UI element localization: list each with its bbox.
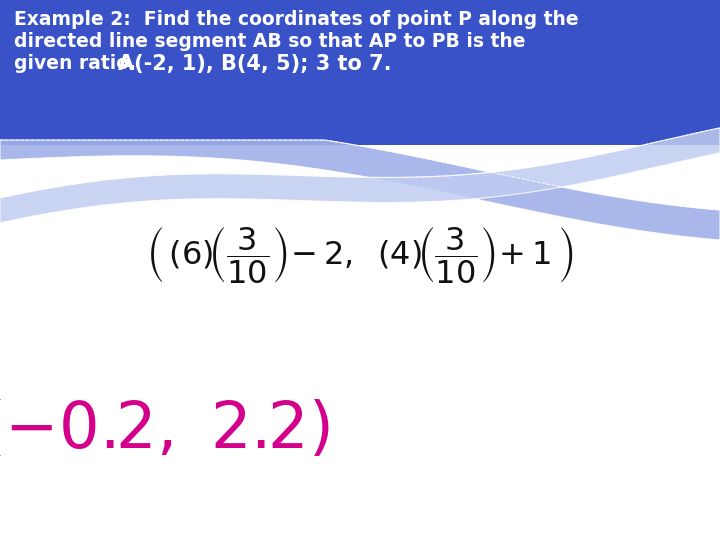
Polygon shape bbox=[0, 128, 720, 223]
Text: $(-0.2,\ 2.2)$: $(-0.2,\ 2.2)$ bbox=[0, 399, 330, 461]
Text: A(-2, 1), B(4, 5); 3 to 7.: A(-2, 1), B(4, 5); 3 to 7. bbox=[118, 54, 392, 74]
Text: directed line segment AB so that AP to PB is the: directed line segment AB so that AP to P… bbox=[14, 32, 526, 51]
Text: Example 2:  Find the coordinates of point P along the: Example 2: Find the coordinates of point… bbox=[14, 10, 579, 29]
Polygon shape bbox=[0, 140, 720, 240]
Polygon shape bbox=[0, 0, 720, 145]
Text: given ratio.: given ratio. bbox=[14, 54, 136, 73]
Text: $\left(\,(6)\!\left(\dfrac{3}{10}\right)\!-2,\;\;(4)\!\left(\dfrac{3}{10}\right): $\left(\,(6)\!\left(\dfrac{3}{10}\right)… bbox=[146, 225, 574, 285]
